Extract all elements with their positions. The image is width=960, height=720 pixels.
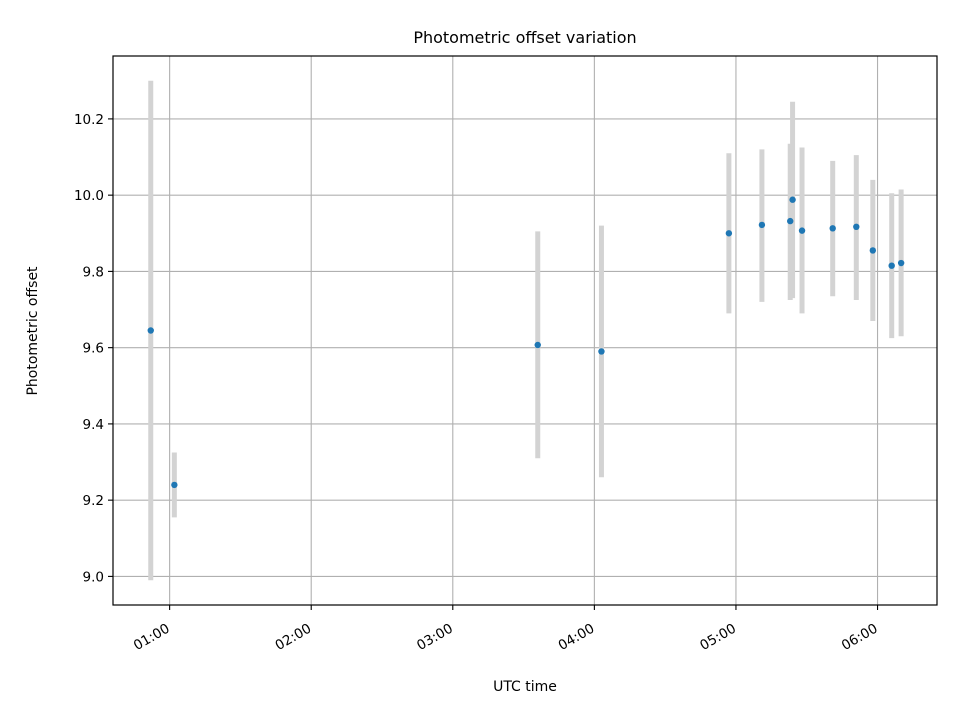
data-points xyxy=(147,196,905,489)
data-point xyxy=(725,230,733,237)
plot-area-frame xyxy=(112,55,938,606)
x-axis-ticks: 01:00 02:00 03:00 04:00 05:00 06:00 xyxy=(131,605,881,654)
y-tick-label: 9.0 xyxy=(83,569,104,585)
x-tick-label: 03:00 xyxy=(414,621,456,654)
y-axis-ticks: 9.0 9.2 9.4 9.6 9.8 10.0 10.2 xyxy=(74,112,113,585)
x-tick-label: 04:00 xyxy=(556,621,598,654)
y-tick-label: 9.8 xyxy=(83,264,104,280)
data-point xyxy=(598,348,605,355)
x-tick-label: 05:00 xyxy=(697,621,739,654)
y-tick-label: 9.2 xyxy=(83,493,104,509)
y-tick-label: 10.0 xyxy=(74,188,104,204)
y-tick-label: 9.6 xyxy=(83,341,104,357)
data-point xyxy=(789,196,796,203)
data-point xyxy=(787,217,794,225)
data-point xyxy=(829,225,836,232)
data-point xyxy=(853,223,860,230)
y-tick-label: 10.2 xyxy=(74,112,104,128)
data-point xyxy=(534,341,541,349)
data-point xyxy=(888,262,895,269)
data-point xyxy=(147,327,154,334)
x-tick-label: 01:00 xyxy=(131,621,173,654)
data-point xyxy=(758,221,766,229)
x-tick-label: 06:00 xyxy=(839,621,881,654)
error-bars xyxy=(148,80,904,581)
data-point xyxy=(869,247,877,254)
chart-title: Photometric offset variation xyxy=(413,28,636,47)
x-axis-label: UTC time xyxy=(493,679,557,695)
data-point xyxy=(798,227,806,234)
y-tick-label: 9.4 xyxy=(83,417,104,433)
y-axis-label: Photometric offset xyxy=(25,266,41,396)
data-point xyxy=(897,259,905,267)
data-point xyxy=(171,481,178,489)
grid xyxy=(113,56,937,605)
x-tick-label: 02:00 xyxy=(273,621,315,654)
